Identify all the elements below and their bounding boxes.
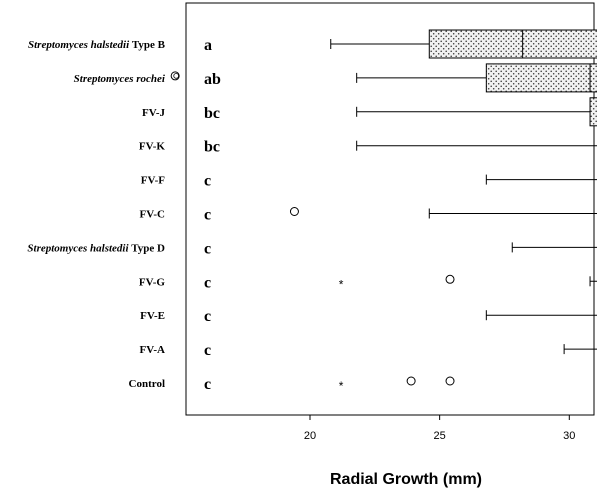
row-2: FV-J bc xyxy=(142,97,597,127)
category-label-italic: Streptomyces halstedii xyxy=(28,39,132,51)
category-label-text: FV-C xyxy=(140,209,166,221)
plot-frame xyxy=(185,2,595,416)
group-letter: ab xyxy=(204,71,221,88)
x-tick-label-30: 30 xyxy=(563,430,575,442)
row-7: FV-G c * xyxy=(139,274,597,291)
row-8: FV-E c xyxy=(140,308,597,325)
category-label: Streptomyces halstedii Type D xyxy=(27,242,165,254)
category-label: FV-G xyxy=(139,276,166,288)
outlier-point xyxy=(289,207,299,216)
x-axis-title: Radial Growth (mm) xyxy=(330,471,482,488)
box xyxy=(485,63,597,93)
category-label-text: FV-G xyxy=(139,276,166,288)
group-letter: c xyxy=(204,173,211,190)
extreme-point: * xyxy=(339,379,344,393)
category-label: FV-C xyxy=(140,209,166,221)
group-letter: c xyxy=(204,342,211,359)
x-tick-label-25: 25 xyxy=(434,430,446,442)
category-label-italic: Streptomyces rochei xyxy=(74,73,166,85)
category-label-text: Type D xyxy=(131,242,165,254)
category-label-text: Control xyxy=(129,378,165,390)
outlier-point xyxy=(445,274,455,284)
outlier-point-inner xyxy=(173,73,179,79)
category-label: FV-J xyxy=(142,107,166,119)
category-label: FV-K xyxy=(139,141,166,153)
box xyxy=(589,97,597,127)
group-letter: c xyxy=(204,274,211,291)
category-label-text: FV-K xyxy=(139,141,166,153)
category-label: Streptomyces halstedii Type B xyxy=(28,39,166,51)
extreme-point: * xyxy=(339,277,344,291)
group-letter: bc xyxy=(204,139,220,156)
row-3: FV-K bc xyxy=(139,139,597,156)
x-axis-ticks: 2025303540 xyxy=(304,415,575,442)
box xyxy=(428,29,597,59)
category-label-italic: Streptomyces halstedii xyxy=(27,242,131,254)
category-label-text: FV-A xyxy=(140,344,166,356)
group-letter: bc xyxy=(204,105,220,122)
category-label: FV-A xyxy=(140,344,166,356)
category-label: FV-F xyxy=(141,175,166,187)
group-letter: c xyxy=(204,207,211,224)
category-label-text: Type B xyxy=(132,39,166,51)
row-9: FV-A c xyxy=(140,342,597,359)
category-label-text: FV-J xyxy=(142,107,166,119)
category-label: FV-E xyxy=(140,310,165,322)
category-label: Streptomyces rochei xyxy=(74,73,166,85)
category-label: Control xyxy=(129,378,165,390)
row-6: Streptomyces halstedii Type D c xyxy=(27,240,597,257)
x-tick-label-20: 20 xyxy=(304,430,316,442)
row-5: FV-C c xyxy=(140,207,597,224)
outlier-point xyxy=(406,376,416,386)
row-0: Streptomyces halstedii Type B a xyxy=(28,29,597,59)
group-letter: a xyxy=(204,37,212,54)
outlier-point xyxy=(170,71,180,81)
row-1: Streptomyces rochei ab xyxy=(74,63,597,93)
row-4: FV-F c xyxy=(141,173,597,190)
row-10: Control c * xyxy=(129,376,455,393)
category-label-text: FV-E xyxy=(140,310,165,322)
outlier-point xyxy=(445,376,455,386)
group-letter: c xyxy=(204,240,211,257)
category-label-text: FV-F xyxy=(141,175,166,187)
group-letter: c xyxy=(204,376,211,393)
group-letter: c xyxy=(204,308,211,325)
